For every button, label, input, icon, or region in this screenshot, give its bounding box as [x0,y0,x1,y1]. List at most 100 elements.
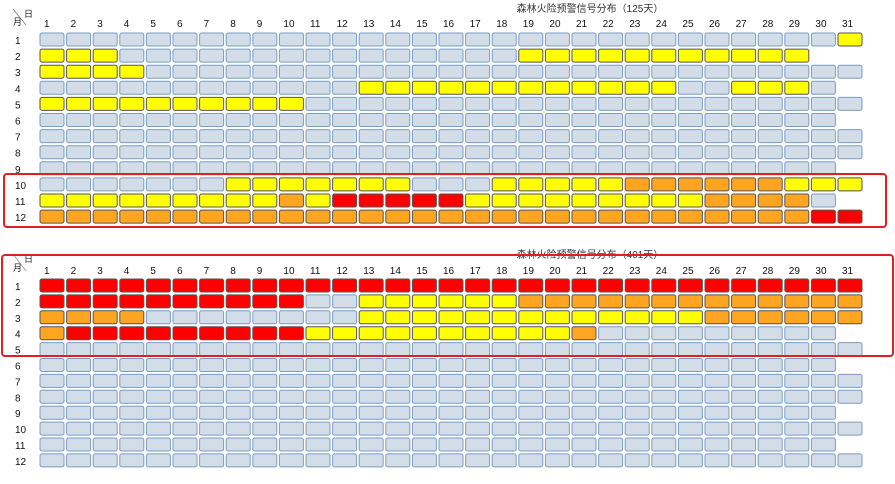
cell-m2-d26 [704,294,730,309]
cell-m5-d10 [278,96,304,111]
corner-diagonal [12,8,27,26]
day-label-31: 31 [842,19,854,30]
cell-m8-d12 [332,145,358,160]
cell-m11-d23 [624,193,650,208]
cell-m7-d27 [731,373,757,388]
cell-m10-d21 [571,421,597,436]
cell-m7-d8 [225,129,251,144]
cell-m6-d5 [145,358,171,372]
cell-m5-d25 [677,96,703,111]
cell-m8-d4 [119,145,145,160]
cell-m4-d6 [172,326,198,341]
cell-m8-d11 [305,389,331,404]
day-label-20: 20 [549,266,561,277]
cell-m12-d23 [624,453,650,468]
cell-m12-d19 [518,453,544,468]
cell-m10-d9 [252,177,278,192]
cell-m7-d11 [305,129,331,144]
day-label-15: 15 [416,266,428,277]
cell-m10-d26 [704,421,730,436]
cell-m11-d13 [358,193,384,208]
cell-m1-d8 [225,32,251,47]
cell-m9-d23 [624,161,650,176]
cell-m3-d19 [518,310,544,325]
cell-m5-d19 [518,342,544,357]
cell-m7-d13 [358,129,384,144]
cell-m12-d16 [438,209,464,224]
cell-m10-d20 [544,177,570,192]
cell-m12-d7 [199,209,225,224]
cell-m3-d1 [39,310,65,325]
cell-m12-d28 [757,453,783,468]
cell-m12-d12 [332,453,358,468]
cell-m10-d9 [252,421,278,436]
cell-m3-d16 [438,310,464,325]
cell-m5-d29 [784,96,810,111]
cell-m7-d26 [704,373,730,388]
cell-m10-d21 [571,177,597,192]
cell-m4-d19 [518,80,544,95]
cell-m7-d2 [66,129,92,144]
month-label-11: 11 [15,441,26,452]
cell-m10-d17 [465,421,491,436]
cell-m1-d27 [731,278,757,293]
cell-m11-d28 [757,437,783,452]
cell-m2-d15 [411,294,437,309]
heatmap-chart-1: 森林火险预警信号分布（125天） 日 月 1 2 3 4 5 6 7 8 9 10 11 12 13 14… [3,2,887,228]
cell-m4-d11 [305,326,331,341]
cell-m6-d23 [624,358,650,372]
cell-m8-d6 [172,389,198,404]
cell-m5-d31 [837,342,863,357]
cell-m2-d5 [145,294,171,309]
cell-m10-d6 [172,177,198,192]
cell-m3-d31 [837,64,863,79]
cell-m6-d29 [784,358,810,372]
cell-m6-d2 [66,358,92,372]
cell-m6-d12 [332,358,358,372]
cell-m2-d8 [225,294,251,309]
cell-m7-d12 [332,129,358,144]
cell-m8-d24 [651,145,677,160]
cell-m4-d26 [704,80,730,95]
cell-m6-d9 [252,113,278,127]
cell-m12-d26 [704,209,730,224]
cell-m5-d15 [411,96,437,111]
cell-m11-d16 [438,193,464,208]
cell-m10-d22 [598,421,624,436]
cell-m8-d5 [145,389,171,404]
cell-m8-d9 [252,145,278,160]
day-label-30: 30 [815,266,827,277]
cell-m11-d4 [119,193,145,208]
cell-m9-d24 [651,161,677,176]
cell-m11-d5 [145,193,171,208]
cell-m2-d20 [544,48,570,63]
cell-m6-d25 [677,113,703,127]
month-label-6: 6 [15,117,21,128]
day-label-8: 8 [230,266,236,277]
cell-m2-d27 [731,48,757,63]
cell-m4-d25 [677,326,703,341]
day-label-12: 12 [337,266,349,277]
day-label-18: 18 [496,19,508,30]
cell-m10-d4 [119,421,145,436]
cell-m11-d27 [731,437,757,452]
cell-m6-d21 [571,113,597,127]
cell-m8-d26 [704,389,730,404]
cell-m12-d18 [491,209,517,224]
cell-m7-d12 [332,373,358,388]
cell-m2-d24 [651,48,677,63]
cell-m9-d30 [810,161,836,176]
cell-m3-d11 [305,310,331,325]
cell-m10-d26 [704,177,730,192]
cell-m11-d20 [544,437,570,452]
month-label-4: 4 [15,330,21,341]
cell-m8-d13 [358,389,384,404]
cell-m3-d29 [784,310,810,325]
cell-m2-d17 [465,294,491,309]
cell-m7-d29 [784,129,810,144]
cell-m7-d15 [411,129,437,144]
cell-m7-d23 [624,373,650,388]
cell-m5-d11 [305,342,331,357]
cell-m11-d8 [225,193,251,208]
